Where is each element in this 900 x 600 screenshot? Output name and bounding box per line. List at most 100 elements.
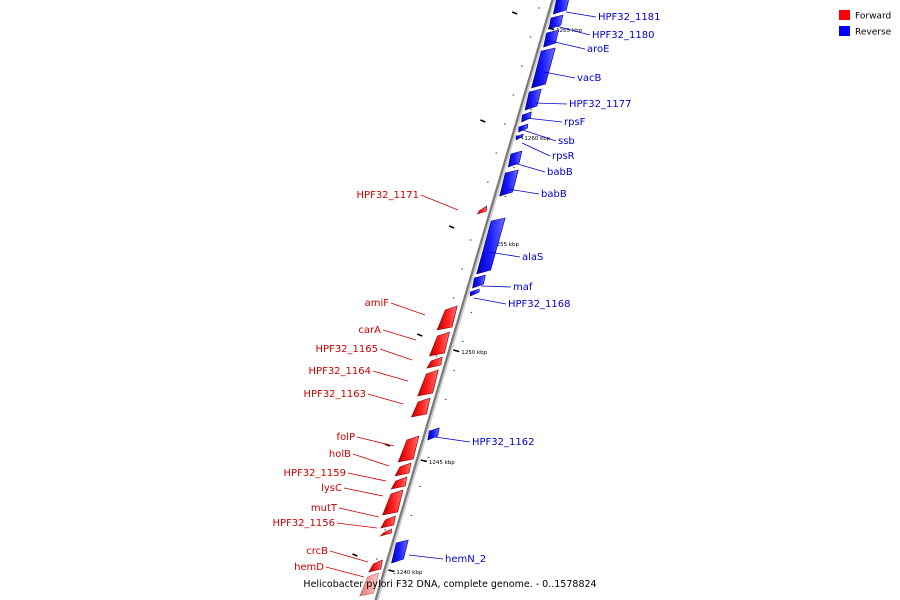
reverse-gene-label: rpsF <box>564 117 586 128</box>
reverse-gene-label: maf <box>513 282 533 293</box>
forward-gene-label: holB <box>329 449 351 460</box>
reverse-gene-block <box>552 0 569 15</box>
minor-tick <box>419 485 421 488</box>
forward-label-leader <box>329 550 369 563</box>
reverse-gene-block <box>515 133 524 141</box>
minor-tick <box>384 529 387 531</box>
reverse-gene-label: aroE <box>587 44 609 55</box>
minor-tick <box>461 340 464 343</box>
forward-gene-block <box>476 205 488 215</box>
minor-tick <box>375 558 378 560</box>
reverse-gene-label: HPF32_1168 <box>508 299 570 310</box>
minor-tick <box>495 152 498 154</box>
forward-gene-label: carA <box>358 325 381 336</box>
major-tick <box>420 459 428 463</box>
reverse-label-leader <box>480 285 512 288</box>
reverse-gene-block <box>472 274 486 289</box>
minor-tick <box>478 210 481 212</box>
reverse-label-leader <box>565 11 597 18</box>
forward-gene-label: HPF32_1171 <box>357 190 419 201</box>
reverse-gene-label: HPF32_1162 <box>472 437 534 448</box>
forward-gene-label: hemD <box>294 562 324 573</box>
minor-tick <box>504 123 506 125</box>
gene-features <box>359 0 569 597</box>
reverse-label-leader <box>555 25 591 36</box>
reverse-gene-block <box>531 47 556 89</box>
reverse-label-leader <box>525 117 563 123</box>
forward-gene-block <box>417 369 439 397</box>
minor-tick <box>444 398 447 401</box>
legend-reverse-swatch <box>839 26 850 36</box>
forward-gene-label: HPF32_1156 <box>273 518 335 529</box>
major-tick-outer <box>416 333 423 337</box>
minor-tick <box>469 239 472 241</box>
forward-gene-block <box>429 331 450 357</box>
forward-label-leader <box>325 566 365 578</box>
minor-tick <box>513 166 515 169</box>
forward-gene-block <box>359 572 379 597</box>
forward-gene-block <box>390 476 408 490</box>
reverse-label-leader <box>521 142 551 157</box>
minor-tick <box>410 514 413 517</box>
reverse-label-leader <box>408 554 444 560</box>
forward-gene-label: HPF32_1165 <box>316 344 378 355</box>
label-leaders <box>325 11 597 578</box>
reverse-label-leader <box>434 436 471 443</box>
reverse-gene-label: vacB <box>577 73 602 84</box>
reverse-gene-label: babB <box>547 167 573 178</box>
forward-label-leader <box>372 370 409 382</box>
reverse-gene-block <box>507 150 523 168</box>
forward-label-leader <box>356 436 395 447</box>
forward-label-leader <box>343 487 384 497</box>
reverse-gene-label: ssb <box>558 136 575 147</box>
reverse-gene-block <box>548 14 564 30</box>
forward-gene-label: folP <box>337 432 355 443</box>
gene-labels: HPF32_1181 HPF32_1180 aroE vacB HPF32_1177rp… <box>273 12 661 573</box>
forward-gene-label: HPF32_1164 <box>309 366 371 377</box>
legend-reverse-label: Reverse <box>855 28 892 38</box>
reverse-gene-block <box>543 29 559 48</box>
legend-forward-label: Forward <box>855 12 891 22</box>
forward-gene-label: HPF32_1163 <box>304 389 366 400</box>
forward-gene-block <box>411 397 431 418</box>
forward-gene-block <box>368 559 383 573</box>
reverse-gene-block <box>524 88 542 111</box>
major-tick <box>453 349 460 353</box>
minor-tick <box>453 369 456 372</box>
scale-tick-label: 1250 kbp <box>461 350 487 356</box>
forward-gene-block <box>379 528 392 537</box>
forward-gene-block <box>436 305 458 331</box>
scale-tick-label: 1260 kbp <box>524 136 550 142</box>
minor-tick <box>504 195 507 198</box>
reverse-label-leader <box>473 297 507 305</box>
major-tick <box>388 569 395 573</box>
minor-tick <box>461 268 463 270</box>
forward-gene-block <box>382 489 404 516</box>
forward-gene-label: HPF32_1159 <box>284 468 346 479</box>
forward-gene-block <box>397 435 420 463</box>
forward-gene-block <box>426 356 443 369</box>
reverse-gene-block <box>391 539 409 564</box>
legend-forward-swatch <box>839 10 850 20</box>
reverse-gene-block <box>427 427 440 441</box>
minor-tick <box>427 456 430 459</box>
minor-tick <box>452 297 455 299</box>
scale-ticks: 1265 kbp 1260 kbp 1255 kbp 1250 kbp 1245 kbp… <box>352 7 583 589</box>
reverse-gene-block <box>476 217 506 275</box>
legend: Forward Reverse <box>839 10 892 38</box>
reverse-gene-label: HPF32_1177 <box>569 99 631 110</box>
minor-tick <box>529 36 532 38</box>
reverse-gene-label: rpsR <box>552 151 575 162</box>
forward-gene-label: amiF <box>365 298 390 309</box>
minor-tick <box>538 7 540 9</box>
forward-label-leader <box>367 393 404 405</box>
forward-gene-block <box>380 515 396 529</box>
forward-label-leader <box>352 453 390 467</box>
reverse-label-leader <box>543 71 576 79</box>
reverse-gene-label: hemN_2 <box>445 554 486 565</box>
reverse-label-leader <box>513 162 546 173</box>
forward-label-leader <box>420 194 459 211</box>
forward-label-leader <box>336 522 378 529</box>
reverse-gene-label: babB <box>541 189 567 200</box>
major-tick-outer <box>448 225 455 229</box>
